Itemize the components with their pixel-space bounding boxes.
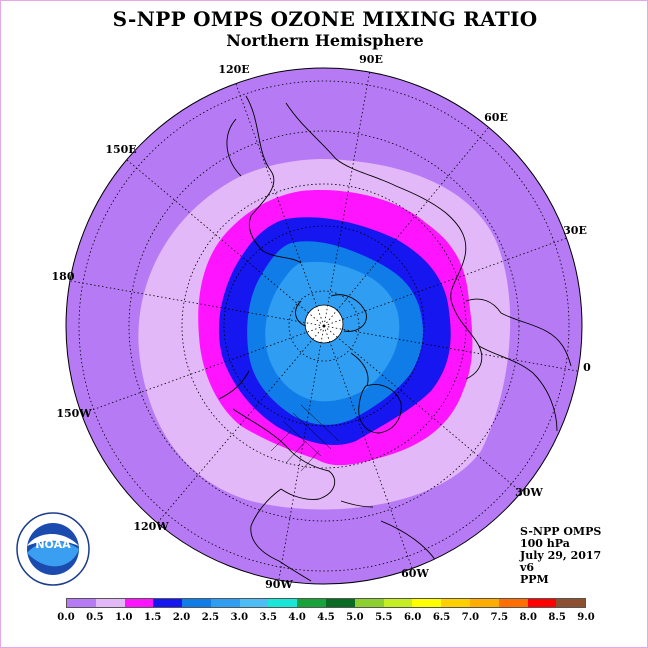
colorbar-segment-1 bbox=[95, 599, 125, 607]
map-info-block: S-NPP OMPS 100 hPa July 29, 2017 v6 PPM bbox=[520, 526, 601, 586]
label-120e: 120E bbox=[218, 63, 249, 76]
meridian-180 bbox=[70, 280, 325, 327]
coastline-greenland bbox=[358, 384, 402, 434]
colorbar-segment-0 bbox=[67, 599, 96, 607]
colorbar-segment-13 bbox=[441, 599, 470, 607]
label-150e: 150E bbox=[105, 143, 136, 156]
label-180: 180 bbox=[52, 270, 75, 283]
colorbar-tick-label: 6.5 bbox=[432, 612, 451, 623]
noaa-logo-text: NOAA bbox=[35, 538, 71, 551]
colorbar-tick-label: 7.0 bbox=[461, 612, 480, 623]
meridian-0 bbox=[323, 325, 578, 372]
colorbar-tick-label: 1.5 bbox=[143, 612, 162, 623]
colorbar-segment-9 bbox=[326, 599, 355, 607]
colorbar-segment-15 bbox=[498, 599, 528, 607]
colorbar-tick-label: 9.0 bbox=[577, 612, 595, 623]
latitude-circle-20 bbox=[128, 130, 520, 522]
colorbar-segment-14 bbox=[469, 599, 499, 607]
latitude-circle-60 bbox=[223, 225, 425, 427]
coastline-north-america bbox=[218, 370, 336, 562]
coastline-caribbean bbox=[278, 500, 374, 582]
colorbar-tick-label: 4.0 bbox=[288, 612, 306, 623]
colorbar-tick-label: 5.5 bbox=[375, 612, 393, 623]
latitude-circle-0 bbox=[78, 80, 570, 572]
longitude-labels: 90E 60E 30E 0 30W 60W 90W 120W 150W 180 … bbox=[52, 53, 592, 591]
label-150w: 150W bbox=[56, 407, 92, 420]
colorbar-tick-label: 8.0 bbox=[519, 612, 537, 623]
colorbar-tick-label: 0.5 bbox=[86, 612, 104, 623]
meridian-30w bbox=[323, 325, 522, 493]
meridian-120e bbox=[235, 83, 325, 327]
label-0: 0 bbox=[583, 361, 591, 374]
coastline-arctic bbox=[295, 294, 369, 387]
colorbar-tick-label: 5.0 bbox=[346, 612, 364, 623]
info-units: PPM bbox=[520, 573, 549, 586]
latitude-circle-40 bbox=[181, 183, 467, 469]
colorbar-segment-8 bbox=[297, 599, 327, 607]
us-state-lines bbox=[270, 404, 340, 472]
coastline-asia bbox=[226, 95, 447, 264]
colorbar-segment-12 bbox=[412, 599, 442, 607]
colorbar-segment-10 bbox=[354, 599, 384, 607]
meridian-150w bbox=[80, 325, 325, 415]
label-90e: 90E bbox=[359, 53, 383, 66]
label-30w: 30W bbox=[515, 486, 543, 499]
label-90w: 90W bbox=[265, 578, 293, 591]
colorbar-tick-label: 4.5 bbox=[317, 612, 335, 623]
noaa-logo: NOAA bbox=[16, 512, 90, 586]
colorbar-segment-3 bbox=[153, 599, 183, 607]
meridian-30e bbox=[323, 237, 568, 327]
meridian-150e bbox=[126, 159, 325, 327]
meridian-90w bbox=[278, 325, 325, 580]
info-instrument: S-NPP OMPS bbox=[520, 525, 602, 538]
colorbar-segment-17 bbox=[556, 599, 586, 607]
colorbar-tick-label: 0.0 bbox=[57, 612, 75, 623]
info-pressure-level: 100 hPa bbox=[520, 537, 570, 550]
colorbar-segment-5 bbox=[210, 599, 240, 607]
colorbar-tick-label: 1.0 bbox=[115, 612, 133, 623]
colorbar-segment-16 bbox=[527, 599, 557, 607]
colorbar-tick-label: 7.5 bbox=[490, 612, 509, 623]
label-120w: 120W bbox=[133, 520, 169, 533]
info-version: v6 bbox=[520, 561, 535, 574]
colorbar-tick-label: 2.5 bbox=[201, 612, 220, 623]
page-subtitle: Northern Hemisphere bbox=[226, 31, 424, 50]
label-60e: 60E bbox=[484, 111, 508, 124]
label-60w: 60W bbox=[401, 567, 429, 580]
colorbar-tick-label: 6.0 bbox=[403, 612, 422, 623]
meridian-60w bbox=[323, 325, 413, 569]
colorbar-tick-label: 3.5 bbox=[259, 612, 277, 623]
colorbar-segment-2 bbox=[124, 599, 154, 607]
colorbar-tick-label: 2.0 bbox=[172, 612, 191, 623]
colorbar-tick-label: 3.0 bbox=[230, 612, 249, 623]
info-date: July 29, 2017 bbox=[520, 549, 602, 562]
coastline-africa bbox=[478, 312, 572, 432]
page-title: S-NPP OMPS OZONE MIXING RATIO bbox=[112, 7, 538, 31]
colorbar bbox=[66, 598, 586, 608]
label-30e: 30E bbox=[563, 224, 587, 237]
colorbar-segment-4 bbox=[182, 599, 211, 607]
meridian-90e bbox=[323, 69, 371, 327]
coastline-europe bbox=[445, 212, 502, 380]
colorbar-segment-6 bbox=[239, 599, 269, 607]
meridian-120w bbox=[157, 325, 325, 523]
latitude-circle-80 bbox=[288, 290, 360, 362]
colorbar-tick-label: 8.5 bbox=[548, 612, 566, 623]
colorbar-segment-7 bbox=[268, 599, 298, 607]
meridian-60e bbox=[323, 127, 489, 327]
colorbar-segment-11 bbox=[383, 599, 413, 607]
